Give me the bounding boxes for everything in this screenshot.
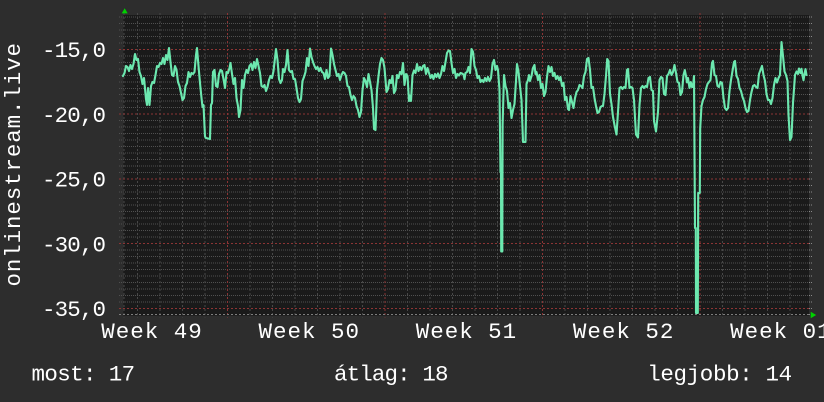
svg-text:legjobb: 14: legjobb: 14 [647, 362, 792, 388]
svg-text:-25,0: -25,0 [42, 168, 106, 194]
svg-text:-35,0: -35,0 [42, 297, 106, 323]
svg-text:-20,0: -20,0 [42, 103, 106, 129]
svg-text:onlinestream.live: onlinestream.live [1, 43, 27, 287]
svg-text:Week 50: Week 50 [259, 319, 360, 345]
svg-text:-15,0: -15,0 [42, 38, 106, 64]
svg-text:Week 01: Week 01 [730, 319, 824, 345]
svg-text:-30,0: -30,0 [42, 233, 106, 259]
svg-text:átlag: 18: átlag: 18 [334, 362, 449, 388]
svg-text:Week 52: Week 52 [573, 319, 674, 345]
svg-text:Week 51: Week 51 [416, 319, 517, 345]
svg-text:most: 17: most: 17 [32, 362, 136, 388]
svg-text:Week 49: Week 49 [101, 319, 202, 345]
